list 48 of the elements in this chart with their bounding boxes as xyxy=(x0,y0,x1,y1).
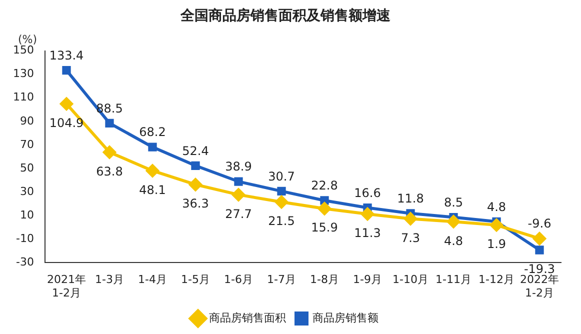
y-tick-label: 110 xyxy=(12,90,34,104)
data-label: 38.9 xyxy=(225,160,252,174)
x-tick-label: 1-3月 xyxy=(95,273,124,286)
x-tick-label: 1-12月 xyxy=(478,273,514,286)
data-label: 36.3 xyxy=(182,196,209,211)
data-label: 21.5 xyxy=(268,214,295,228)
x-tick-label: 2021年 1-2月 xyxy=(46,273,86,300)
y-tick-label: 10 xyxy=(20,208,34,222)
y-tick-label: -30 xyxy=(16,255,34,268)
data-label: 11.3 xyxy=(354,226,381,240)
data-label: 48.1 xyxy=(139,182,166,197)
x-tick-label: 1-8月 xyxy=(310,273,339,286)
y-tick-label: 150 xyxy=(12,44,34,57)
x-tick-label: 1-9月 xyxy=(353,273,382,286)
x-tick-label: 1-11月 xyxy=(436,273,472,286)
x-tick-label: 1-4月 xyxy=(138,273,167,286)
y-tick-label: 30 xyxy=(20,184,34,198)
data-label: 4.8 xyxy=(444,234,464,248)
y-axis-title: (%) xyxy=(18,32,38,46)
x-tick-label: 1-6月 xyxy=(224,273,253,286)
y-tick-label: 70 xyxy=(20,138,34,151)
data-label: 16.6 xyxy=(354,186,381,200)
data-label: 15.9 xyxy=(311,220,338,235)
data-label: 1.9 xyxy=(486,237,506,252)
x-tick-label: 2022年 1-2月 xyxy=(520,273,559,300)
y-tick-label: 130 xyxy=(12,67,34,80)
x-tick-label: 1-10月 xyxy=(392,273,428,286)
x-tick-label: 1-7月 xyxy=(267,273,296,286)
data-label: 22.8 xyxy=(311,178,338,193)
y-tick-label: 90 xyxy=(20,114,34,128)
data-label: 8.5 xyxy=(444,195,464,210)
data-label: 104.9 xyxy=(49,116,84,130)
data-label: 27.7 xyxy=(225,206,252,221)
data-label: 7.3 xyxy=(400,230,420,245)
data-label: 11.8 xyxy=(397,192,424,206)
data-label: 30.7 xyxy=(268,169,295,184)
y-tick-label: 50 xyxy=(20,161,34,174)
data-label: 52.4 xyxy=(182,144,209,158)
legend-label: 商品房销售面积 xyxy=(209,311,286,324)
data-label: 63.8 xyxy=(96,164,123,178)
data-label: 4.8 xyxy=(486,200,506,214)
data-label: 68.2 xyxy=(139,125,166,140)
chart-title: 全国商品房销售面积及销售额增速 xyxy=(180,7,392,24)
data-label: -9.6 xyxy=(528,216,552,231)
x-tick-label: 1-5月 xyxy=(181,273,210,286)
y-tick-label: -10 xyxy=(16,232,34,245)
data-label: 133.4 xyxy=(49,48,84,62)
legend-label: 商品房销售额 xyxy=(312,311,378,324)
